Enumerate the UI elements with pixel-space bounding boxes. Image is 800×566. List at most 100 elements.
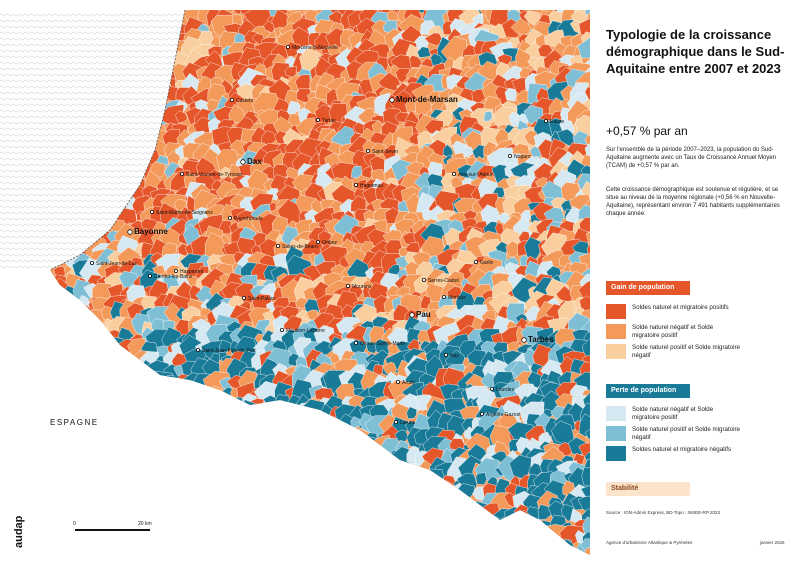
commune-cell	[263, 20, 275, 34]
town-marker	[285, 45, 290, 50]
legend-item-loss-3: Soldes naturel et migratoire négatifs	[606, 446, 742, 461]
town-8: Saint-Vincent-de-Tyrosse	[179, 171, 242, 178]
town-label: Garlin	[480, 260, 494, 266]
town-label: Tarbes	[528, 335, 554, 344]
town-label: Saint-Jean-Pied-de-Port	[202, 348, 256, 354]
town-marker	[229, 98, 234, 103]
town-21: Serres-Castet	[421, 277, 459, 284]
commune-cell	[284, 10, 297, 12]
town-label: Mauléon-Licharre	[286, 328, 325, 334]
town-12: Peyrehorade	[227, 215, 263, 222]
town-16: Saint-Jean-de-Luz	[90, 260, 137, 267]
commune-cell	[586, 231, 590, 243]
town-marker	[393, 419, 398, 424]
commune-cell	[523, 10, 540, 26]
commune-cell	[149, 161, 166, 178]
commune-cell	[417, 46, 431, 58]
town-label: Eauze	[550, 119, 564, 125]
town-label: Dax	[247, 157, 262, 166]
town-marker	[353, 182, 358, 187]
commune-cell	[504, 87, 517, 102]
commune-cell	[475, 472, 487, 485]
commune-cell	[175, 110, 188, 124]
town-label: Morcenx-la-Nouvelle	[292, 45, 338, 51]
legend-label: Solde naturel positif et Solde migratoir…	[632, 344, 740, 359]
town-marker	[315, 118, 320, 123]
town-label: Mourenx	[352, 284, 372, 290]
town-23: Saint-Palais	[241, 295, 275, 302]
town-marker	[489, 386, 494, 391]
town-label: Saint-Jean-de-Luz	[96, 261, 137, 267]
summary-paragraph-1: Sur l'ensemble de la période 2007–2023, …	[606, 147, 777, 169]
town-label: Saint-Sever	[372, 149, 398, 155]
town-label: Hasparren	[180, 269, 204, 275]
town-label: Morlaàs	[448, 295, 466, 301]
town-marker	[315, 239, 320, 244]
town-label: Salies-de-Béarn	[282, 244, 318, 250]
town-13: Bayonne	[127, 227, 168, 236]
town-label: Oloron-Sainte-Marie	[360, 341, 405, 347]
town-label: Argelès-Gazost	[486, 412, 521, 418]
scale-start-label: 0	[73, 521, 76, 527]
source-note: Source : IGN-Admin Express, BD-Topo ; IN…	[606, 510, 720, 515]
commune-cell	[361, 166, 373, 179]
town-marker	[179, 171, 184, 176]
legend-item-loss-2: Solde naturel positif et Solde migratoir…	[606, 426, 742, 442]
town-marker	[507, 153, 512, 158]
commune-cell	[382, 107, 403, 127]
town-marker	[279, 327, 284, 332]
town-marker	[227, 215, 232, 220]
town-marker	[409, 312, 415, 318]
town-11: Saint-Martin-de-Seignanx	[149, 209, 213, 216]
commune-cell	[219, 339, 234, 353]
town-5: Saint-Sever	[365, 148, 398, 155]
commune-cell	[578, 204, 590, 224]
commune-cell	[350, 165, 363, 179]
commune-cell	[163, 302, 185, 325]
legend-item-loss-1: Solde naturel négatif et Solde migratoir…	[606, 406, 742, 422]
town-27: Oloron-Sainte-Marie	[353, 340, 405, 347]
town-marker	[395, 379, 400, 384]
commune-cell	[578, 18, 590, 39]
town-label: Lourdes	[496, 387, 515, 393]
town-marker	[195, 347, 200, 352]
town-label: Serres-Castet	[428, 278, 459, 284]
town-32: Argelès-Gazost	[479, 411, 521, 418]
audap-logo: audap	[13, 515, 25, 548]
town-marker	[451, 171, 456, 176]
commune-cell	[541, 10, 554, 12]
town-marker	[173, 268, 178, 273]
town-0: Morcenx-la-Nouvelle	[285, 45, 338, 51]
commune-cell	[578, 278, 590, 303]
commune-cell	[461, 145, 475, 158]
legend-panel: Typologie de la croissance démographique…	[600, 0, 800, 566]
town-marker	[147, 273, 152, 278]
svg-text:audap: audap	[13, 515, 25, 548]
town-marker	[479, 411, 484, 416]
town-marker	[421, 277, 426, 282]
town-label: Castets	[236, 98, 253, 104]
commune-cell	[409, 54, 422, 68]
demographic-map: ESPAGNE Morcenx-la-Nouvelle Castets Tartas…	[0, 9, 590, 555]
town-marker	[441, 294, 446, 299]
legend-loss-header: Perte de population	[606, 384, 690, 398]
town-label: Nogaro	[514, 154, 531, 160]
legend-label: Soldes naturel et migratoire positifs	[632, 304, 729, 311]
commune-cell	[586, 12, 590, 29]
commune-cell	[577, 37, 590, 59]
country-label-espagne: ESPAGNE	[50, 418, 99, 427]
town-marker	[149, 209, 154, 214]
town-label: Orthez	[322, 240, 338, 246]
commune-cell	[284, 66, 297, 78]
commune-cell	[424, 32, 444, 46]
summary-paragraph-2: Cette croissance démographique est soute…	[606, 187, 780, 217]
scale-end-label: 20 km	[138, 521, 152, 527]
town-3: Mont-de-Marsan	[389, 95, 458, 104]
town-label: Aire-sur-l'Adour	[458, 172, 493, 178]
town-label: Hagetmau	[360, 183, 383, 189]
town-marker	[544, 119, 549, 124]
town-25: Mauléon-Licharre	[279, 327, 325, 334]
legend-gain-header: Gain de population	[606, 281, 690, 295]
town-marker	[127, 229, 133, 235]
town-label: Tartas	[322, 118, 336, 124]
